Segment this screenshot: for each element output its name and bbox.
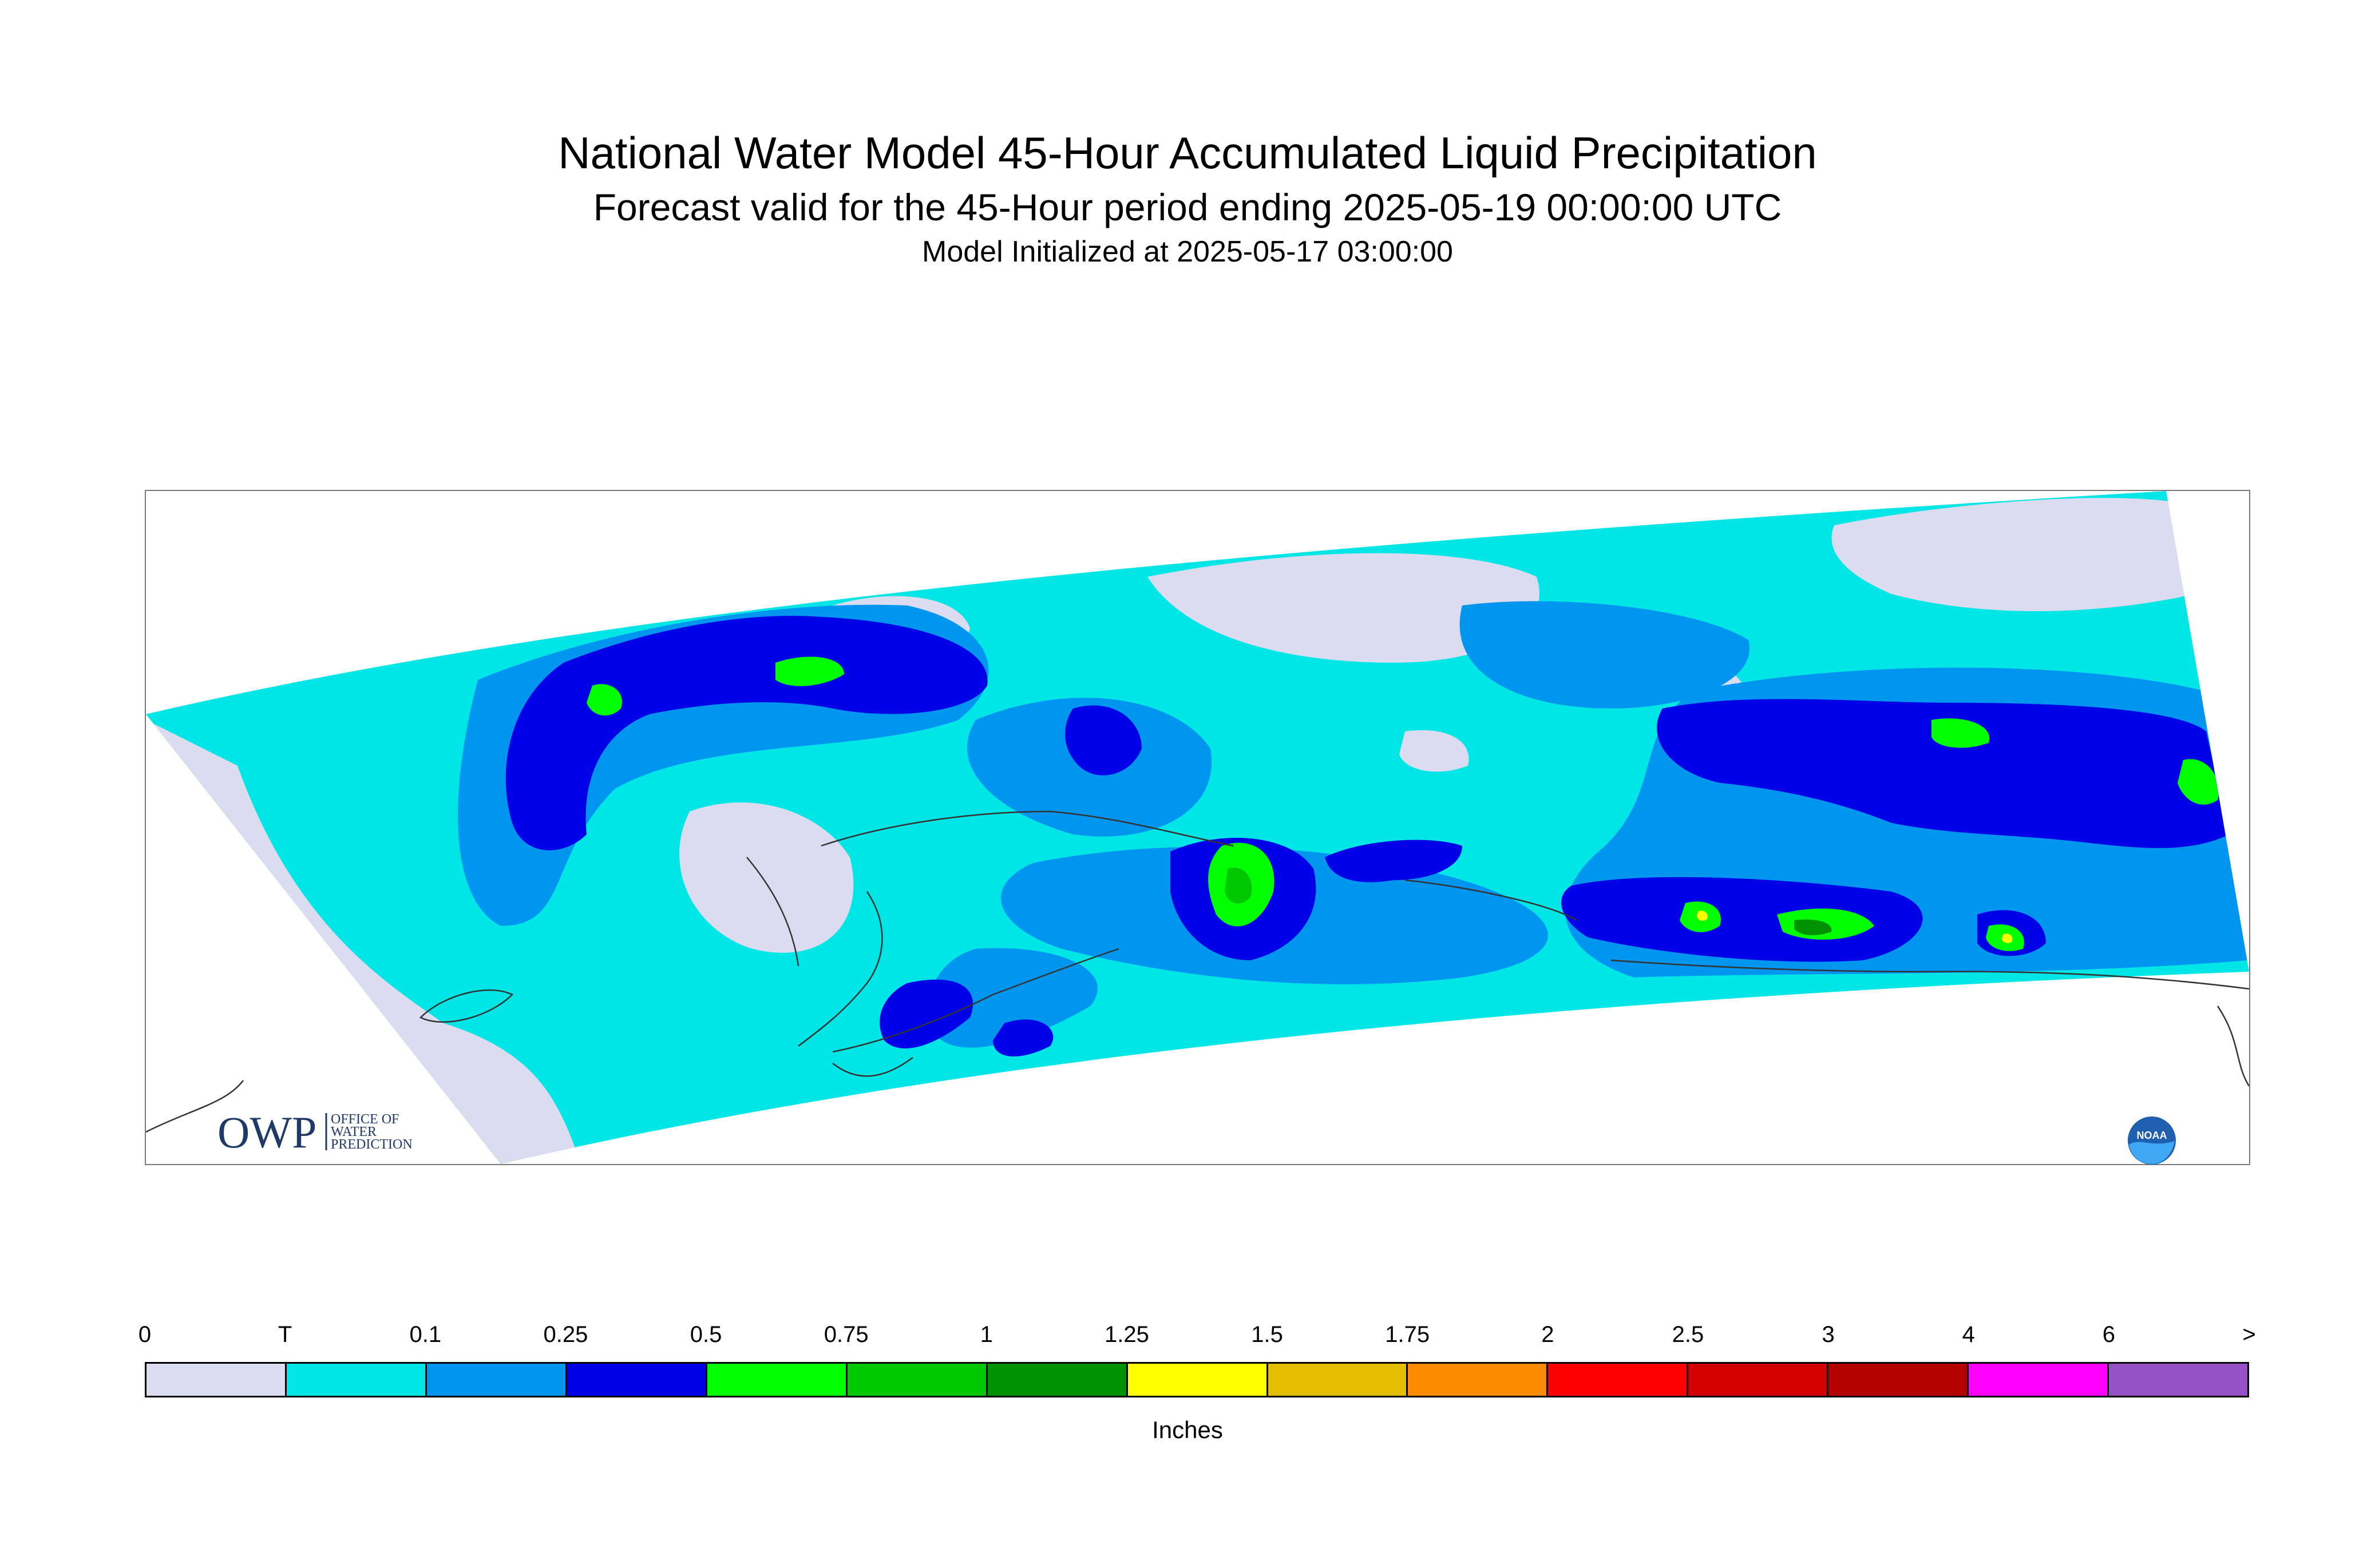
legend-swatch (707, 1364, 848, 1396)
precip-peak-areas (1697, 910, 2013, 944)
legend-tick-label: 4 (1962, 1322, 1975, 1347)
owp-logo-line1: OFFICE OF (331, 1112, 399, 1127)
legend-tick-label: 0.25 (543, 1322, 588, 1347)
precip-heavy-areas (587, 656, 2219, 951)
coastline-outlines (146, 810, 2249, 1133)
legend-tick-label: > (2242, 1322, 2256, 1347)
legend-swatch (147, 1364, 287, 1396)
precip-legend-bar (145, 1362, 2249, 1397)
map-title: National Water Model 45-Hour Accumulated… (558, 128, 1817, 178)
noaa-logo-text: NOAA (2137, 1130, 2167, 1141)
legend-swatch (2109, 1364, 2248, 1396)
legend-tick-label: 1.5 (1251, 1322, 1283, 1347)
legend-swatch (1969, 1364, 2109, 1396)
legend-tick-label: 6 (2102, 1322, 2115, 1347)
legend-tick-label: 0.5 (690, 1322, 722, 1347)
legend-swatch (1408, 1364, 1549, 1396)
legend-swatch (1548, 1364, 1689, 1396)
map-subtitle: Forecast valid for the 45-Hour period en… (593, 186, 1782, 228)
legend-tick-label: 2.5 (1672, 1322, 1704, 1347)
owp-logo-text: OWP (217, 1107, 316, 1153)
legend-tick-label: 3 (1822, 1322, 1835, 1347)
legend-swatch (567, 1364, 707, 1396)
map-canvas (146, 491, 2249, 1164)
legend-swatch (426, 1364, 567, 1396)
precipitation-map (145, 490, 2250, 1165)
legend-tick-label: 0 (138, 1322, 152, 1347)
legend-swatch (847, 1364, 988, 1396)
model-init-time: Model Initialized at 2025-05-17 03:00:00 (922, 235, 1453, 268)
legend-swatch (1688, 1364, 1829, 1396)
legend-tick-label: 1.25 (1104, 1322, 1149, 1347)
legend-swatch (1268, 1364, 1408, 1396)
precip-medium-areas (505, 616, 2229, 1057)
owp-logo-line2: WATER (331, 1124, 377, 1139)
legend-tick-label: 1 (980, 1322, 993, 1347)
legend-swatch (987, 1364, 1128, 1396)
legend-tick-label: 1.75 (1385, 1322, 1430, 1347)
legend-swatch (286, 1364, 427, 1396)
legend-tick-label: T (278, 1322, 292, 1347)
legend-tick-label: 0.75 (824, 1322, 869, 1347)
owp-logo: OWP OFFICE OF WATER PREDICTION (217, 1107, 413, 1153)
noaa-logo: NOAA (2128, 1116, 2176, 1165)
legend-tick-label: 2 (1541, 1322, 1554, 1347)
legend-tick-label: 0.1 (409, 1322, 442, 1347)
owp-logo-line3: PREDICTION (331, 1137, 413, 1152)
legend-swatch (1828, 1364, 1969, 1396)
legend-units: Inches (1152, 1416, 1223, 1443)
legend-swatch (1127, 1364, 1268, 1396)
precip-field (146, 491, 2249, 1164)
